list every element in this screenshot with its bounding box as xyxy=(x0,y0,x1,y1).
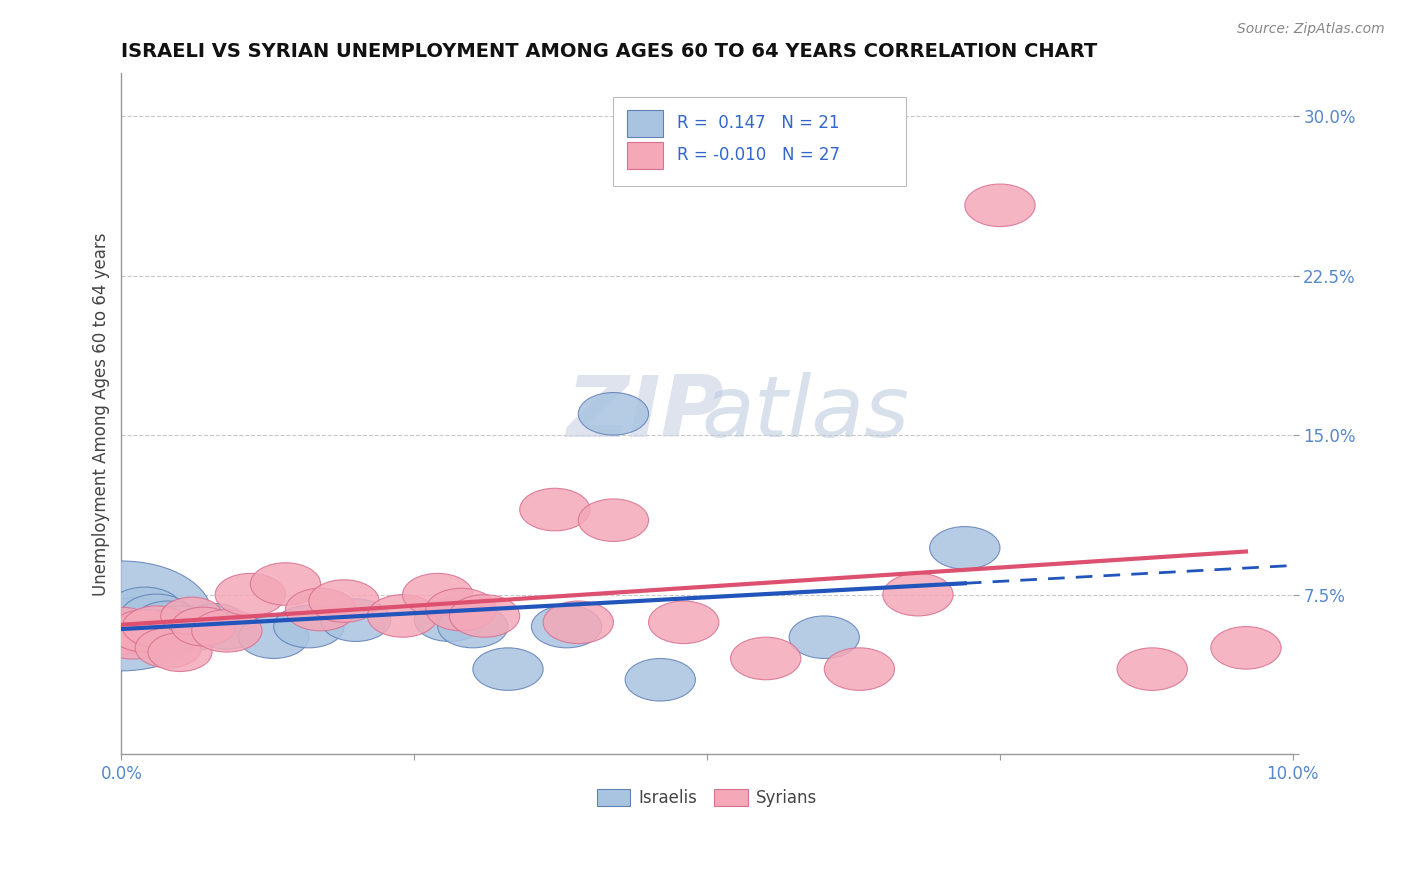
Ellipse shape xyxy=(450,595,520,637)
Ellipse shape xyxy=(648,601,718,644)
Text: atlas: atlas xyxy=(702,372,910,455)
Ellipse shape xyxy=(83,607,160,655)
Ellipse shape xyxy=(472,648,543,690)
FancyBboxPatch shape xyxy=(613,97,907,186)
Ellipse shape xyxy=(146,606,214,648)
Ellipse shape xyxy=(402,574,472,615)
Ellipse shape xyxy=(731,637,801,680)
Ellipse shape xyxy=(321,599,391,641)
Ellipse shape xyxy=(159,611,225,651)
Ellipse shape xyxy=(309,580,380,623)
Ellipse shape xyxy=(274,606,344,648)
Ellipse shape xyxy=(121,594,193,638)
Ellipse shape xyxy=(215,574,285,615)
Ellipse shape xyxy=(626,658,696,701)
Ellipse shape xyxy=(578,392,648,435)
Ellipse shape xyxy=(531,606,602,648)
Ellipse shape xyxy=(135,628,201,668)
Ellipse shape xyxy=(97,615,169,659)
Text: R =  0.147   N = 21: R = 0.147 N = 21 xyxy=(676,114,839,132)
FancyBboxPatch shape xyxy=(627,110,662,136)
Ellipse shape xyxy=(93,598,174,647)
Ellipse shape xyxy=(191,609,262,652)
Ellipse shape xyxy=(197,612,257,649)
FancyBboxPatch shape xyxy=(627,142,662,169)
Ellipse shape xyxy=(148,632,212,672)
Ellipse shape xyxy=(108,587,181,632)
Ellipse shape xyxy=(789,615,859,658)
Ellipse shape xyxy=(1211,626,1281,669)
Ellipse shape xyxy=(965,184,1035,227)
Ellipse shape xyxy=(520,488,591,531)
Ellipse shape xyxy=(184,604,246,641)
Legend: Israelis, Syrians: Israelis, Syrians xyxy=(591,782,824,814)
Ellipse shape xyxy=(122,606,191,648)
Ellipse shape xyxy=(172,607,236,646)
Ellipse shape xyxy=(578,499,648,541)
Ellipse shape xyxy=(1118,648,1188,690)
Ellipse shape xyxy=(824,648,894,690)
Ellipse shape xyxy=(437,606,508,648)
Ellipse shape xyxy=(426,588,496,631)
Ellipse shape xyxy=(31,561,212,671)
Text: Source: ZipAtlas.com: Source: ZipAtlas.com xyxy=(1237,22,1385,37)
Ellipse shape xyxy=(110,609,180,652)
Text: R = -0.010   N = 27: R = -0.010 N = 27 xyxy=(676,146,839,164)
Ellipse shape xyxy=(285,588,356,631)
Text: ISRAELI VS SYRIAN UNEMPLOYMENT AMONG AGES 60 TO 64 YEARS CORRELATION CHART: ISRAELI VS SYRIAN UNEMPLOYMENT AMONG AGE… xyxy=(121,42,1098,61)
Ellipse shape xyxy=(160,597,222,635)
Ellipse shape xyxy=(250,563,321,606)
Ellipse shape xyxy=(883,574,953,615)
Y-axis label: Unemployment Among Ages 60 to 64 years: Unemployment Among Ages 60 to 64 years xyxy=(93,232,110,596)
Text: ZIP: ZIP xyxy=(567,372,724,455)
Ellipse shape xyxy=(239,615,309,658)
Ellipse shape xyxy=(543,601,613,644)
Ellipse shape xyxy=(415,599,485,641)
Ellipse shape xyxy=(134,601,204,644)
Ellipse shape xyxy=(172,607,236,646)
Ellipse shape xyxy=(367,595,437,637)
Ellipse shape xyxy=(929,526,1000,569)
